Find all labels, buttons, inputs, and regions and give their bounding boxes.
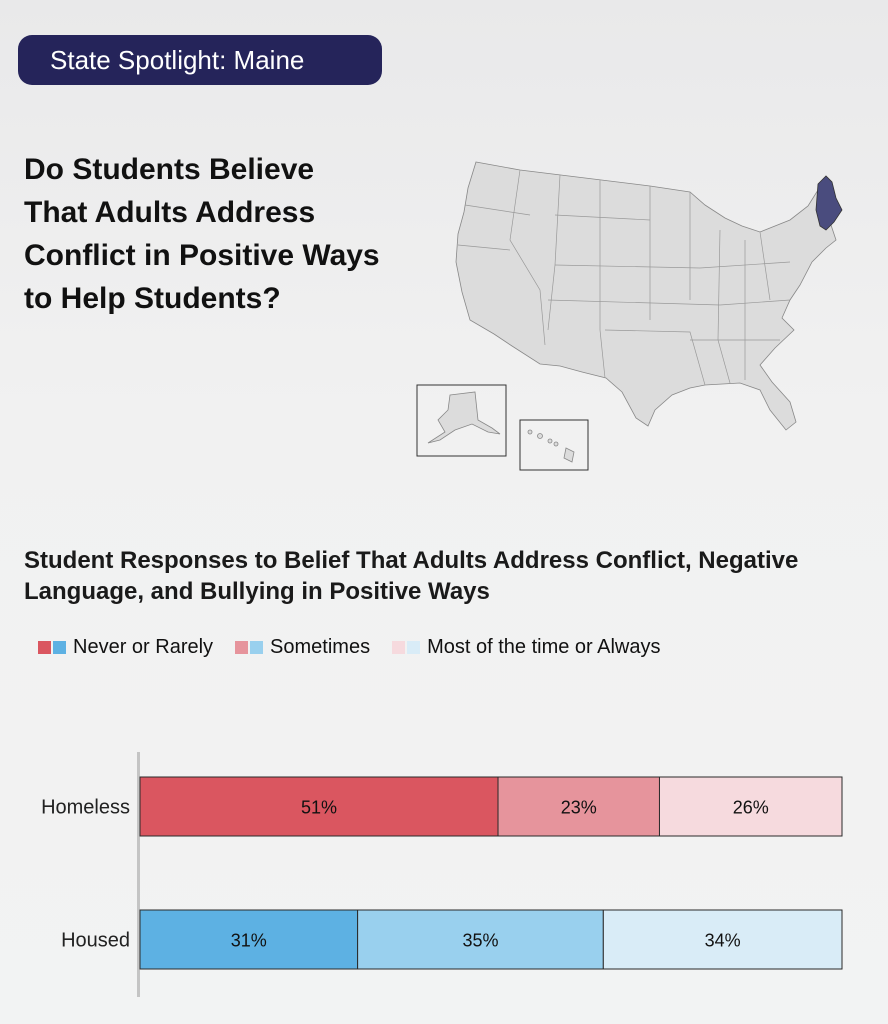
legend-label: Most of the time or Always — [427, 636, 661, 658]
page-title: Do Students Believe That Adults Address … — [24, 153, 380, 315]
maine-highlight — [815, 175, 843, 231]
chart-legend: Never or Rarely Sometimes Most of the ti… — [38, 636, 683, 659]
contiguous-us — [455, 161, 837, 431]
hawaii-inset — [519, 419, 589, 471]
bar-segment-homeless-2 — [658, 776, 843, 837]
legend-label: Sometimes — [270, 636, 371, 658]
state-spotlight-badge: State Spotlight: Maine — [18, 35, 382, 85]
bar-segment-housed-2 — [602, 909, 843, 970]
legend-swatch-blue — [407, 641, 421, 654]
bar-segment-housed-0 — [139, 909, 359, 970]
chart-title: Student Responses to Belief That Adults … — [24, 547, 799, 605]
hawaii-islands — [527, 429, 575, 463]
data-label: 26% — [733, 798, 769, 818]
us-map — [416, 161, 843, 471]
legend-item-sometimes: Sometimes — [235, 636, 370, 659]
legend-swatch-blue — [53, 641, 66, 654]
legend-swatch-red — [38, 641, 51, 654]
alaska-inset — [416, 384, 507, 457]
bar-segment-housed-1 — [357, 909, 604, 970]
alaska-shape — [427, 391, 501, 444]
category-label: Housed — [61, 930, 130, 952]
legend-item-most-or-always: Most of the time or Always — [392, 636, 661, 659]
data-label: 51% — [301, 798, 337, 818]
bar-segment-homeless-1 — [497, 776, 660, 837]
legend-swatch-blue — [250, 641, 264, 654]
legend-swatch-red — [392, 641, 406, 654]
bar-segment-homeless-0 — [139, 776, 499, 837]
legend-label: Never or Rarely — [73, 636, 214, 658]
contiguous-us-shape — [455, 161, 837, 431]
data-label: 34% — [705, 931, 741, 951]
data-label: 31% — [231, 931, 267, 951]
legend-item-never-or-rarely: Never or Rarely — [38, 636, 213, 659]
category-label: Homeless — [41, 797, 130, 819]
data-label: 35% — [462, 931, 498, 951]
legend-swatch-red — [235, 641, 249, 654]
data-label: 23% — [561, 798, 597, 818]
